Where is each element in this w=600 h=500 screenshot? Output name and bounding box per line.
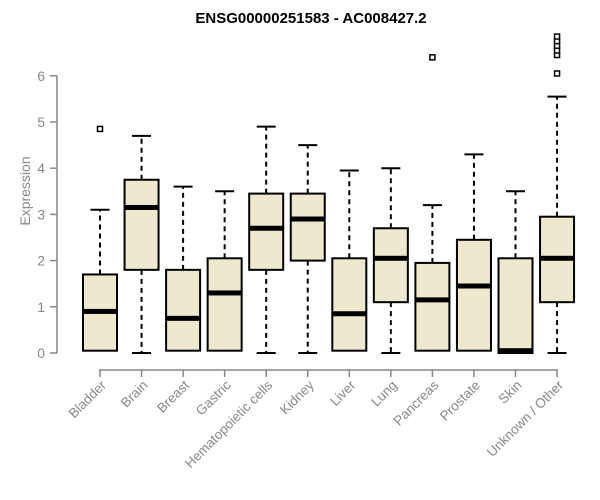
median-prostate bbox=[456, 283, 491, 289]
median-unknown-other bbox=[540, 255, 575, 261]
median-lung bbox=[373, 255, 408, 261]
box-gastric bbox=[206, 257, 243, 352]
median-liver bbox=[332, 311, 367, 317]
box-liver bbox=[331, 257, 368, 352]
box-pancreas bbox=[414, 261, 451, 352]
median-bladder bbox=[83, 308, 117, 314]
median-pancreas bbox=[415, 297, 450, 303]
box-kidney bbox=[289, 192, 326, 262]
median-skin bbox=[498, 348, 533, 354]
x-tick-label-skin: Skin bbox=[495, 378, 524, 407]
y-tick-label-5: 5 bbox=[37, 114, 45, 130]
x-tick-label-prostate: Prostate bbox=[437, 378, 483, 424]
box-prostate bbox=[455, 238, 492, 352]
outlier-pancreas-0 bbox=[429, 54, 436, 61]
y-tick-label-2: 2 bbox=[37, 253, 45, 269]
box-skin bbox=[497, 257, 534, 355]
median-brain bbox=[124, 204, 159, 210]
x-tick-label-lung: Lung bbox=[368, 378, 400, 410]
median-kidney bbox=[290, 216, 325, 222]
box-hematopoietic-cells bbox=[248, 192, 285, 271]
median-hematopoietic-cells bbox=[249, 225, 284, 231]
box-breast bbox=[165, 268, 202, 352]
x-tick-label-breast: Breast bbox=[154, 377, 192, 415]
outlier-unknown-other-5 bbox=[553, 33, 561, 40]
y-tick-label-0: 0 bbox=[37, 345, 45, 361]
y-tick-label-6: 6 bbox=[37, 68, 45, 84]
y-tick-label-4: 4 bbox=[37, 160, 45, 176]
median-breast bbox=[166, 315, 201, 321]
box-brain bbox=[123, 178, 160, 271]
x-tick-label-bladder: Bladder bbox=[66, 377, 110, 421]
outlier-bladder-0 bbox=[96, 125, 104, 133]
chart-title: ENSG00000251583 - AC008427.2 bbox=[195, 10, 427, 27]
x-tick-label-unknown-other: Unknown / Other bbox=[484, 377, 567, 460]
x-tick-label-gastric: Gastric bbox=[193, 377, 234, 418]
x-tick-label-brain: Brain bbox=[118, 378, 151, 411]
x-tick-label-pancreas: Pancreas bbox=[391, 377, 442, 428]
x-tick-label-kidney: Kidney bbox=[277, 377, 317, 417]
y-tick-label-3: 3 bbox=[37, 206, 45, 222]
outlier-unknown-other-0 bbox=[553, 70, 561, 77]
box-lung bbox=[372, 227, 409, 304]
y-tick-label-1: 1 bbox=[37, 299, 45, 315]
x-tick-label-liver: Liver bbox=[327, 377, 359, 409]
median-gastric bbox=[207, 290, 242, 296]
